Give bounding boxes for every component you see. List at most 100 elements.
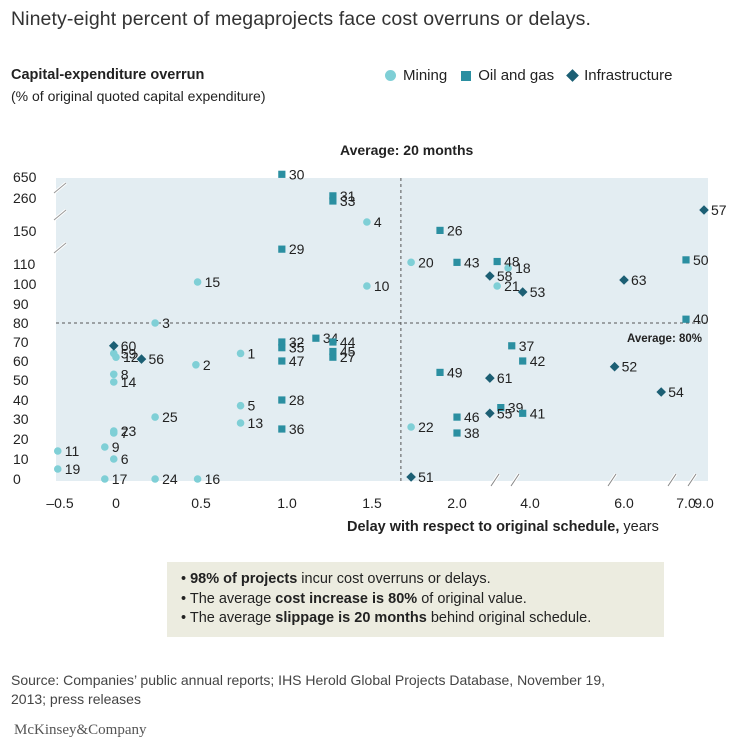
data-point-label: 43 (464, 254, 480, 270)
data-point-label: 42 (530, 353, 546, 369)
source-note: Source: Companies’ public annual reports… (11, 672, 606, 707)
data-point-label: 46 (464, 409, 480, 425)
data-point-oil-gas (453, 413, 461, 421)
data-point-mining (192, 361, 200, 369)
x-axis-break-mark (510, 473, 520, 487)
page-title: Ninety-eight percent of megaprojects fac… (11, 8, 591, 30)
legend: Mining Oil and gas Infrastructure (385, 67, 686, 84)
y-axis-subtitle: (% of original quoted capital expenditur… (11, 88, 266, 104)
finding-3-bold: slippage is 20 months (275, 610, 427, 626)
data-point-label: 30 (289, 166, 305, 182)
data-point-oil-gas (329, 338, 337, 346)
y-tick-label: 80 (13, 315, 29, 331)
x-tick-label: 0 (112, 495, 120, 511)
data-point-label: 41 (530, 405, 546, 421)
data-point-oil-gas (278, 396, 286, 404)
data-point-label: 8 (121, 366, 129, 382)
data-point-label: 40 (693, 311, 709, 327)
data-point-infrastructure (656, 387, 667, 397)
data-point-label: 22 (418, 419, 434, 435)
data-point-label: 24 (162, 471, 178, 487)
square-marker-icon (461, 70, 472, 81)
data-point-label: 21 (504, 278, 520, 294)
legend-label-mining: Mining (403, 67, 448, 84)
data-point-label: 12 (123, 349, 139, 365)
data-point-mining (101, 475, 109, 483)
data-point-oil-gas (278, 425, 286, 433)
x-axis-break-mark (687, 473, 697, 487)
data-point-oil-gas (519, 409, 527, 417)
data-point-label: 14 (121, 374, 137, 390)
scatter-chart: Average: 80%0102030405060708090100110150… (13, 166, 727, 511)
legend-item-infrastructure: Infrastructure (566, 67, 672, 84)
x-tick-label: 2.0 (447, 495, 467, 511)
x-axis-title: Delay with respect to original schedule,… (347, 519, 659, 535)
data-point-mining (53, 465, 62, 473)
data-point-label: 63 (631, 272, 647, 288)
y-tick-label: 150 (13, 223, 37, 239)
plot-area (56, 178, 708, 481)
legend-label-oil-gas: Oil and gas (478, 67, 555, 84)
y-tick-label: 60 (13, 353, 29, 369)
data-point-mining (504, 264, 512, 272)
y-tick-label: 650 (13, 169, 37, 185)
data-point-oil-gas (278, 245, 286, 253)
y-tick-label: 260 (13, 190, 37, 206)
data-point-mining (236, 419, 245, 427)
brand-logo: McKinsey&Company (14, 722, 147, 738)
x-axis-break-mark (667, 473, 677, 487)
data-point-label: 13 (248, 415, 264, 431)
data-point-mining (236, 401, 245, 410)
finding-1-text: incur cost overruns or delays. (297, 571, 491, 587)
data-point-mining (109, 427, 118, 435)
data-point-label: 5 (248, 398, 256, 414)
data-point-mining (363, 282, 371, 290)
circle-marker-icon (385, 70, 396, 81)
data-point-label: 55 (497, 405, 513, 421)
x-tick-label: 1.0 (277, 495, 297, 511)
data-point-label: 7 (121, 425, 129, 441)
data-point-mining (493, 282, 501, 290)
data-point-label: 9 (112, 439, 120, 455)
data-point-label: 50 (693, 252, 709, 268)
data-point-label: 1 (248, 345, 256, 361)
y-tick-label: 30 (13, 411, 29, 427)
y-axis-break-mark (53, 242, 67, 254)
x-tick-label: 0.5 (191, 495, 211, 511)
data-point-label: 11 (65, 443, 80, 459)
y-axis-title: Capital-expenditure overrun (11, 67, 205, 83)
data-point-mining (101, 443, 109, 451)
y-tick-label: 20 (13, 431, 29, 447)
finding-3: • The average slippage is 20 months behi… (181, 610, 592, 626)
data-point-infrastructure (619, 275, 629, 285)
data-point-oil-gas (682, 315, 690, 323)
x-tick-label: –0.5 (46, 495, 73, 511)
data-point-oil-gas (682, 256, 690, 264)
finding-2: • The average cost increase is 80% of or… (181, 590, 527, 607)
data-point-mining (407, 258, 415, 267)
data-point-label: 2 (203, 357, 211, 373)
data-point-label: 10 (374, 278, 390, 294)
finding-2-pre: The average (189, 590, 276, 607)
data-point-label: 32 (289, 334, 305, 350)
average-months-label: Average: 20 months (340, 142, 474, 158)
average-percent-label: Average: 80% (627, 333, 702, 345)
data-point-mining (109, 370, 118, 379)
data-point-label: 25 (162, 409, 178, 425)
data-point-mining (151, 319, 159, 327)
y-tick-label: 0 (13, 471, 21, 487)
data-point-label: 26 (447, 222, 463, 238)
data-point-oil-gas (312, 334, 320, 342)
data-point-mining (109, 349, 118, 358)
finding-2-text: of original value. (417, 590, 527, 607)
data-point-label: 56 (149, 351, 165, 367)
data-point-oil-gas (278, 357, 286, 365)
data-point-oil-gas (329, 353, 337, 361)
y-tick-label: 10 (13, 451, 29, 467)
data-point-label: 19 (65, 461, 81, 477)
data-point-label: 51 (418, 469, 434, 485)
data-point-infrastructure (699, 205, 709, 215)
x-axis-title-unit: years (619, 519, 659, 535)
x-tick-label: 4.0 (520, 495, 540, 511)
data-point-label: 61 (497, 370, 513, 386)
